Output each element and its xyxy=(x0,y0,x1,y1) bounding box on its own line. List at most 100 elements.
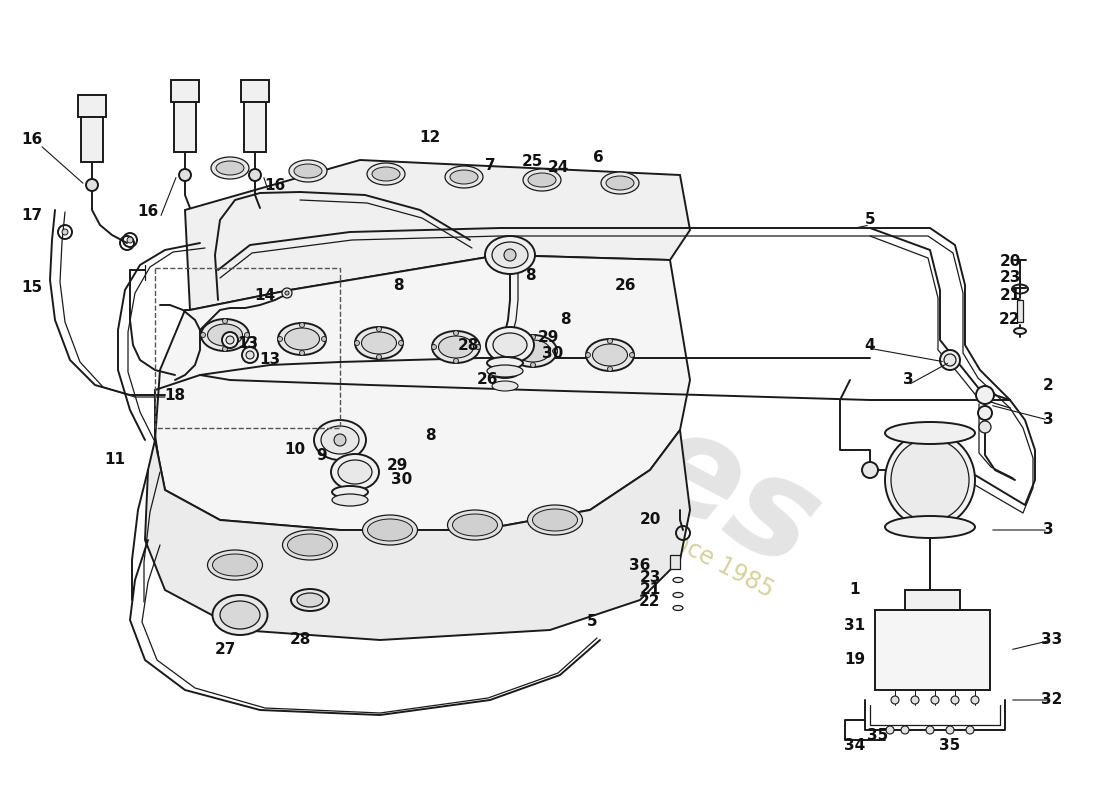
Ellipse shape xyxy=(492,337,522,351)
Ellipse shape xyxy=(283,530,338,560)
Ellipse shape xyxy=(338,460,372,484)
Text: 32: 32 xyxy=(1042,693,1063,707)
Text: 4: 4 xyxy=(865,338,876,353)
Circle shape xyxy=(931,696,939,704)
Ellipse shape xyxy=(331,454,379,490)
Circle shape xyxy=(86,179,98,191)
Bar xyxy=(905,590,960,610)
Ellipse shape xyxy=(439,336,473,358)
Text: 17: 17 xyxy=(21,207,43,222)
Circle shape xyxy=(475,345,481,350)
Bar xyxy=(241,80,270,102)
Text: 5: 5 xyxy=(586,614,597,630)
Text: 27: 27 xyxy=(214,642,235,658)
Ellipse shape xyxy=(532,509,578,531)
Text: 15: 15 xyxy=(21,281,43,295)
Ellipse shape xyxy=(452,514,497,536)
Ellipse shape xyxy=(673,606,683,610)
Circle shape xyxy=(530,334,536,339)
Circle shape xyxy=(334,434,346,446)
Ellipse shape xyxy=(289,160,327,182)
Text: 34: 34 xyxy=(845,738,866,753)
Bar xyxy=(155,268,340,428)
Circle shape xyxy=(952,696,959,704)
Circle shape xyxy=(277,337,283,342)
Text: 22: 22 xyxy=(639,594,661,610)
Text: 21: 21 xyxy=(639,582,661,598)
Ellipse shape xyxy=(314,420,366,460)
Circle shape xyxy=(944,354,956,366)
Circle shape xyxy=(431,345,437,350)
Text: 10: 10 xyxy=(285,442,306,458)
Text: 28: 28 xyxy=(289,633,310,647)
Text: 11: 11 xyxy=(104,453,125,467)
Text: 13: 13 xyxy=(238,335,258,350)
Ellipse shape xyxy=(492,381,518,391)
Text: 2: 2 xyxy=(1043,378,1054,393)
Text: 22: 22 xyxy=(999,313,1021,327)
Circle shape xyxy=(629,353,635,358)
Circle shape xyxy=(62,229,68,235)
Ellipse shape xyxy=(516,340,550,362)
Text: 9: 9 xyxy=(317,447,328,462)
Text: 20: 20 xyxy=(639,513,661,527)
Circle shape xyxy=(398,341,404,346)
Circle shape xyxy=(971,696,979,704)
Text: 20: 20 xyxy=(999,254,1021,270)
Circle shape xyxy=(979,421,991,433)
Polygon shape xyxy=(155,255,690,530)
Text: 8: 8 xyxy=(560,313,570,327)
Ellipse shape xyxy=(285,328,319,350)
Text: 36: 36 xyxy=(629,558,651,573)
Text: 25: 25 xyxy=(521,154,542,170)
Ellipse shape xyxy=(212,554,257,576)
Ellipse shape xyxy=(287,534,332,556)
Text: 30: 30 xyxy=(392,473,412,487)
Ellipse shape xyxy=(211,157,249,179)
Circle shape xyxy=(453,358,459,363)
Circle shape xyxy=(282,288,292,298)
Ellipse shape xyxy=(355,327,403,359)
Circle shape xyxy=(453,330,459,335)
Text: 16: 16 xyxy=(264,178,286,193)
Ellipse shape xyxy=(491,366,519,378)
Circle shape xyxy=(901,726,909,734)
Circle shape xyxy=(504,249,516,261)
Text: 16: 16 xyxy=(21,133,43,147)
Ellipse shape xyxy=(492,351,522,365)
Circle shape xyxy=(249,169,261,181)
Ellipse shape xyxy=(363,515,418,545)
Bar xyxy=(78,95,106,117)
Ellipse shape xyxy=(432,331,480,363)
Text: 23: 23 xyxy=(999,270,1021,286)
Text: 19: 19 xyxy=(845,653,866,667)
Circle shape xyxy=(246,351,254,359)
Ellipse shape xyxy=(493,333,527,357)
Ellipse shape xyxy=(212,595,267,635)
Circle shape xyxy=(222,332,238,348)
Text: 28: 28 xyxy=(458,338,478,353)
Text: 13: 13 xyxy=(260,353,280,367)
Text: 31: 31 xyxy=(845,618,866,633)
Text: 5: 5 xyxy=(865,213,876,227)
Circle shape xyxy=(978,406,992,420)
Ellipse shape xyxy=(220,601,260,629)
Circle shape xyxy=(242,347,258,363)
Bar xyxy=(174,102,196,152)
Circle shape xyxy=(376,326,382,331)
Polygon shape xyxy=(145,430,690,640)
Circle shape xyxy=(222,346,228,351)
Ellipse shape xyxy=(297,593,323,607)
Text: 16: 16 xyxy=(138,205,158,219)
Text: 29: 29 xyxy=(386,458,408,473)
Text: europes: europes xyxy=(219,182,842,598)
Ellipse shape xyxy=(216,161,244,175)
Circle shape xyxy=(607,366,613,371)
Text: 8: 8 xyxy=(425,427,436,442)
Circle shape xyxy=(226,336,234,344)
Ellipse shape xyxy=(332,494,368,506)
Circle shape xyxy=(285,291,289,295)
Text: 6: 6 xyxy=(593,150,604,166)
Ellipse shape xyxy=(586,339,634,371)
Text: 3: 3 xyxy=(903,373,913,387)
